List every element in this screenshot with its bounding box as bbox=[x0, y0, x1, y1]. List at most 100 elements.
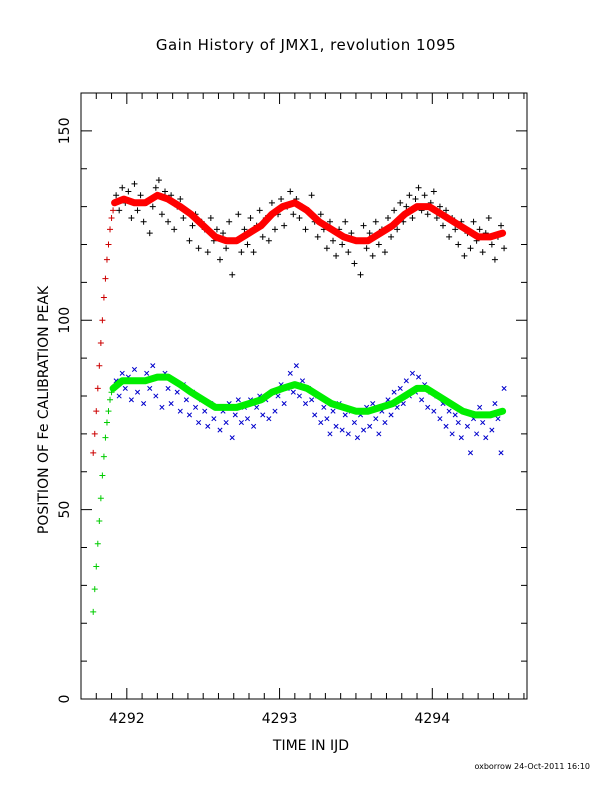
x-tick-label: 4292 bbox=[109, 711, 145, 727]
data-point bbox=[102, 434, 109, 441]
data-point bbox=[321, 404, 327, 410]
data-point bbox=[317, 211, 324, 218]
data-point bbox=[93, 563, 100, 570]
data-point bbox=[278, 196, 285, 203]
data-point bbox=[436, 203, 443, 210]
data-point bbox=[443, 207, 450, 214]
data-point bbox=[409, 214, 416, 221]
data-point bbox=[99, 472, 106, 479]
data-point bbox=[339, 427, 345, 433]
data-point bbox=[400, 401, 406, 407]
data-point bbox=[131, 180, 138, 187]
data-series bbox=[90, 385, 117, 615]
data-point bbox=[152, 184, 159, 191]
data-point bbox=[193, 404, 199, 410]
data-point bbox=[488, 241, 495, 248]
data-point bbox=[102, 275, 109, 282]
data-point bbox=[381, 249, 388, 256]
data-point bbox=[260, 412, 266, 418]
data-point bbox=[91, 430, 98, 437]
data-point bbox=[105, 408, 112, 415]
y-tick-label: 150 bbox=[57, 118, 73, 145]
data-point bbox=[103, 256, 110, 263]
data-point bbox=[189, 222, 196, 229]
chart-axes: 0 50 100 150 4292 4293 4294 bbox=[57, 92, 527, 727]
data-point bbox=[272, 408, 278, 414]
data-point bbox=[223, 419, 229, 426]
data-point bbox=[370, 401, 376, 407]
data-point bbox=[186, 237, 193, 244]
data-point bbox=[122, 385, 128, 391]
data-point bbox=[93, 408, 100, 415]
data-point bbox=[256, 207, 263, 214]
data-point bbox=[470, 218, 477, 225]
data-point bbox=[150, 363, 156, 369]
data-point bbox=[385, 214, 392, 221]
data-point bbox=[501, 245, 508, 252]
data-point bbox=[421, 192, 428, 199]
data-point bbox=[354, 435, 361, 441]
data-point bbox=[397, 385, 403, 391]
data-point bbox=[226, 218, 233, 225]
data-point bbox=[97, 495, 104, 502]
data-point bbox=[501, 385, 507, 391]
data-point bbox=[125, 188, 132, 195]
data-point bbox=[333, 252, 340, 259]
data-point bbox=[162, 188, 169, 195]
data-point bbox=[323, 245, 330, 252]
data-point bbox=[155, 177, 162, 184]
data-point bbox=[412, 196, 419, 203]
data-point bbox=[455, 241, 462, 248]
data-point bbox=[134, 389, 141, 395]
data-point bbox=[449, 431, 455, 437]
data-point bbox=[302, 226, 309, 233]
data-point bbox=[397, 199, 404, 206]
data-point bbox=[366, 230, 373, 237]
data-point bbox=[140, 218, 147, 225]
data-point bbox=[351, 419, 357, 426]
data-point bbox=[388, 233, 395, 240]
data-point bbox=[177, 408, 183, 414]
data-point bbox=[446, 408, 452, 414]
data-point bbox=[94, 540, 101, 547]
data-point bbox=[433, 214, 440, 221]
data-point bbox=[299, 378, 306, 384]
data-point bbox=[388, 412, 394, 418]
data-point bbox=[159, 404, 165, 410]
data-point bbox=[149, 203, 156, 210]
data-point bbox=[309, 397, 315, 403]
data-point bbox=[437, 416, 443, 422]
data-point bbox=[100, 453, 107, 460]
data-point bbox=[165, 218, 172, 225]
data-point bbox=[153, 393, 159, 399]
data-point bbox=[229, 271, 236, 278]
data-point bbox=[391, 207, 398, 214]
data-point bbox=[168, 401, 174, 407]
data-point bbox=[281, 222, 288, 229]
data-point bbox=[205, 423, 211, 429]
data-point bbox=[342, 412, 348, 418]
data-point bbox=[293, 363, 299, 369]
data-point bbox=[250, 249, 257, 256]
data-point bbox=[403, 203, 410, 210]
y-tick-label: 0 bbox=[57, 695, 73, 704]
data-point bbox=[99, 317, 106, 324]
data-point bbox=[326, 218, 333, 225]
data-point bbox=[446, 233, 453, 240]
data-point bbox=[116, 393, 122, 399]
data-point bbox=[90, 449, 97, 456]
data-point bbox=[406, 192, 413, 199]
data-point bbox=[211, 416, 217, 422]
data-point bbox=[281, 401, 287, 407]
data-point bbox=[360, 222, 367, 229]
plot-frame bbox=[80, 92, 528, 700]
data-point bbox=[324, 416, 330, 422]
data-point bbox=[128, 214, 135, 221]
data-point bbox=[165, 385, 171, 391]
data-point bbox=[425, 404, 431, 410]
data-point bbox=[489, 427, 495, 433]
data-point bbox=[265, 237, 272, 244]
data-point bbox=[480, 419, 486, 426]
data-point bbox=[361, 427, 367, 433]
data-point bbox=[97, 339, 104, 346]
